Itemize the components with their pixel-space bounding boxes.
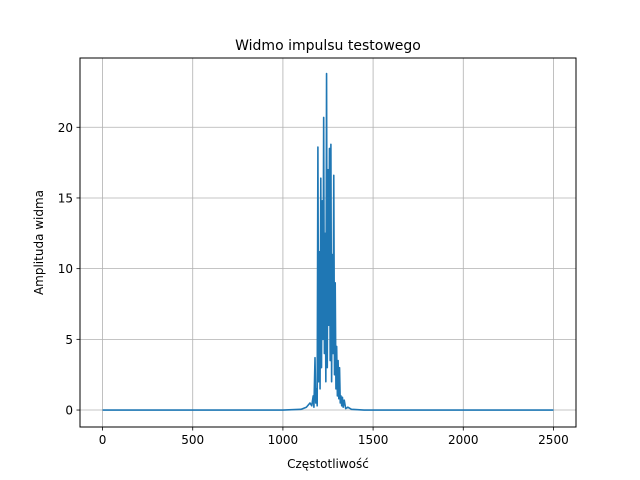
chart-title: Widmo impulsu testowego [235,38,421,54]
y-axis-label: Amplituda widma [32,190,46,295]
x-tick-label: 2500 [538,433,569,447]
x-tick-label: 2000 [448,433,479,447]
plot-frame [79,57,577,428]
y-axis: 0 5 10 15 20 [58,121,80,418]
y-tick-label: 15 [58,191,73,205]
y-tick-label: 10 [58,262,73,276]
x-tick-label: 0 [99,433,107,447]
series-line [102,72,554,411]
x-tick-label: 1500 [358,433,389,447]
x-tick-label: 1000 [268,433,299,447]
series-layer [102,72,554,411]
x-tick-label: 500 [181,433,204,447]
x-axis-label: Częstotliwość [287,457,369,471]
y-tick-label: 20 [58,121,73,135]
x-axis: 0 500 1000 1500 2000 2500 [99,427,569,447]
y-tick-label: 5 [65,333,73,347]
y-tick-label: 0 [65,404,73,418]
